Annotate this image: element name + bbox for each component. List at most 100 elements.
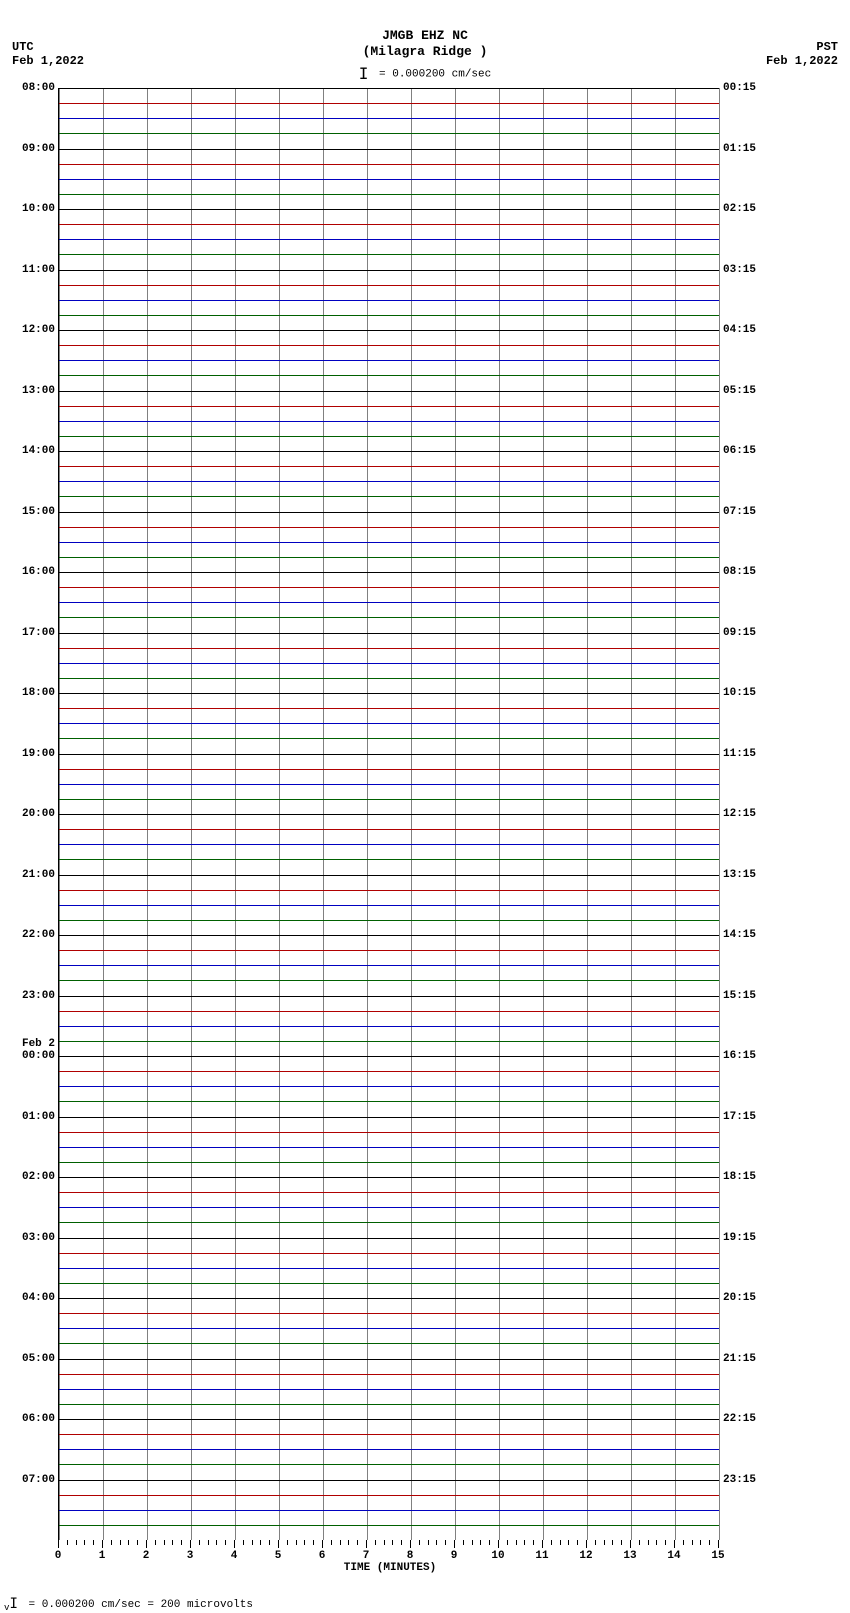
seismic-trace (59, 1207, 719, 1209)
scale-note-text: = 0.000200 cm/sec (379, 68, 491, 80)
seismic-trace (59, 996, 719, 998)
x-tick-minor (428, 1540, 429, 1545)
x-tick-label: 12 (579, 1550, 592, 1562)
utc-hour-label: 10:00 (0, 203, 55, 215)
seismic-trace (59, 1162, 719, 1164)
utc-hour-label: 01:00 (0, 1111, 55, 1123)
utc-hour-label: 06:00 (0, 1413, 55, 1425)
x-tick-minor (93, 1540, 94, 1545)
x-tick-minor (419, 1540, 420, 1545)
x-tick-major (454, 1540, 455, 1548)
x-tick-minor (639, 1540, 640, 1545)
seismic-trace (59, 103, 719, 105)
x-tick-major (542, 1540, 543, 1548)
seismic-trace (59, 754, 719, 756)
seismic-trace (59, 360, 719, 362)
seismic-trace (59, 285, 719, 287)
seismic-trace (59, 1374, 719, 1376)
x-tick-minor (137, 1540, 138, 1545)
x-tick-minor (436, 1540, 437, 1545)
seismic-trace (59, 617, 719, 619)
x-tick-label: 9 (451, 1550, 458, 1562)
seismic-trace (59, 1268, 719, 1270)
pst-hour-label: 22:15 (723, 1413, 783, 1425)
x-tick-minor (507, 1540, 508, 1545)
seismic-trace (59, 920, 719, 922)
x-tick-minor (172, 1540, 173, 1545)
seismic-trace (59, 890, 719, 892)
seismic-trace (59, 859, 719, 861)
seismic-trace (59, 950, 719, 952)
x-tick-minor (648, 1540, 649, 1545)
x-tick-label: 13 (623, 1550, 636, 1562)
utc-hour-label: 07:00 (0, 1474, 55, 1486)
seismic-trace (59, 648, 719, 650)
x-tick-minor (577, 1540, 578, 1545)
x-tick-minor (463, 1540, 464, 1545)
x-tick-minor (84, 1540, 85, 1545)
x-tick-minor (392, 1540, 393, 1545)
seismic-trace (59, 723, 719, 725)
x-axis-title: TIME (MINUTES) (0, 1562, 780, 1574)
seismic-trace (59, 1464, 719, 1466)
seismic-trace (59, 1389, 719, 1391)
seismic-trace (59, 875, 719, 877)
x-tick-label: 10 (491, 1550, 504, 1562)
pst-hour-label: 20:15 (723, 1292, 783, 1304)
seismic-trace (59, 224, 719, 226)
pst-hour-label: 03:15 (723, 264, 783, 276)
seismic-trace (59, 466, 719, 468)
x-tick-minor (604, 1540, 605, 1545)
x-tick-major (322, 1540, 323, 1548)
x-tick-label: 0 (55, 1550, 62, 1562)
pst-hour-label: 23:15 (723, 1474, 783, 1486)
utc-hour-label: 03:00 (0, 1232, 55, 1244)
x-tick-minor (516, 1540, 517, 1545)
utc-hour-label: 16:00 (0, 566, 55, 578)
x-tick-major (190, 1540, 191, 1548)
seismic-trace (59, 481, 719, 483)
seismic-trace (59, 133, 719, 135)
seismic-trace (59, 300, 719, 302)
x-tick-minor (111, 1540, 112, 1545)
utc-hour-label: 12:00 (0, 324, 55, 336)
x-tick-label: 5 (275, 1550, 282, 1562)
seismic-trace (59, 965, 719, 967)
seismic-trace (59, 1480, 719, 1482)
seismic-trace (59, 194, 719, 196)
x-tick-label: 11 (535, 1550, 548, 1562)
utc-hour-label: 05:00 (0, 1353, 55, 1365)
seismic-trace (59, 375, 719, 377)
x-tick-minor (551, 1540, 552, 1545)
seismic-trace (59, 1525, 719, 1527)
seismic-trace (59, 1071, 719, 1073)
x-tick-minor (445, 1540, 446, 1545)
x-tick-label: 2 (143, 1550, 150, 1562)
utc-hour-label: 14:00 (0, 445, 55, 457)
seismic-trace (59, 1132, 719, 1134)
seismic-trace (59, 693, 719, 695)
station-code: JMGB EHZ NC (0, 28, 850, 43)
seismic-trace (59, 1298, 719, 1300)
seismic-trace (59, 1404, 719, 1406)
pst-hour-label: 12:15 (723, 808, 783, 820)
seismic-trace (59, 784, 719, 786)
x-tick-label: 4 (231, 1550, 238, 1562)
x-tick-minor (304, 1540, 305, 1545)
seismic-trace (59, 118, 719, 120)
x-tick-minor (181, 1540, 182, 1545)
x-tick-minor (560, 1540, 561, 1545)
x-tick-label: 3 (187, 1550, 194, 1562)
seismic-trace (59, 1117, 719, 1119)
seismic-trace (59, 1510, 719, 1512)
x-tick-minor (128, 1540, 129, 1545)
seismic-trace (59, 1343, 719, 1345)
x-tick-major (366, 1540, 367, 1548)
x-tick-minor (700, 1540, 701, 1545)
seismic-trace (59, 708, 719, 710)
seismic-trace (59, 980, 719, 982)
seismic-trace (59, 1147, 719, 1149)
utc-hour-label: 02:00 (0, 1171, 55, 1183)
x-tick-minor (76, 1540, 77, 1545)
seismic-trace (59, 527, 719, 529)
